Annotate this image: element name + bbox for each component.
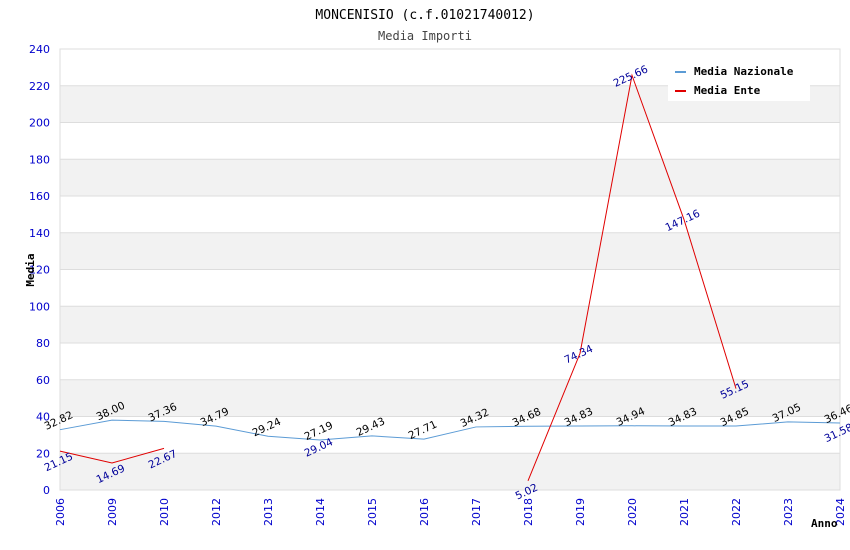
x-tick-label: 2017 bbox=[470, 498, 483, 526]
band-40 bbox=[60, 379, 840, 417]
y-tick-label: 60 bbox=[36, 374, 50, 387]
legend-label-media-ente: Media Ente bbox=[694, 84, 761, 97]
y-tick-label: 220 bbox=[29, 80, 50, 93]
band-20 bbox=[60, 416, 840, 454]
x-tick-label: 2021 bbox=[678, 498, 691, 526]
chart-title: MONCENISIO (c.f.01021740012) bbox=[315, 8, 534, 23]
band-140 bbox=[60, 196, 840, 233]
band-180 bbox=[60, 122, 840, 160]
y-tick-label: 0 bbox=[43, 484, 50, 497]
y-tick-label: 100 bbox=[29, 300, 50, 313]
y-tick-label: 80 bbox=[36, 337, 50, 350]
y-tick-label: 40 bbox=[36, 411, 50, 424]
y-tick-label: 240 bbox=[29, 43, 50, 56]
band-80 bbox=[60, 306, 840, 343]
y-tick-label: 140 bbox=[29, 227, 50, 240]
x-axis-ticks: 2006 2009 2010 2012 2013 2014 2015 2016 2017 2018… bbox=[54, 498, 847, 526]
x-tick-label: 2023 bbox=[782, 498, 795, 526]
x-tick-label: 2018 bbox=[522, 498, 535, 526]
series-line-media-ente bbox=[59, 447, 165, 464]
background-bands bbox=[60, 49, 840, 490]
series-lines bbox=[59, 73, 841, 481]
series-line-media-nazionale bbox=[59, 419, 841, 441]
legend-label-media-nazionale: Media Nazionale bbox=[694, 65, 794, 78]
x-tick-label: 2020 bbox=[626, 498, 639, 526]
x-tick-label: 2015 bbox=[366, 498, 379, 526]
x-tick-label: 2009 bbox=[106, 498, 119, 526]
x-tick-label: 2006 bbox=[54, 498, 67, 526]
x-tick-label: 2022 bbox=[730, 498, 743, 526]
band-0 bbox=[60, 453, 840, 490]
x-tick-label: 2013 bbox=[262, 498, 275, 526]
band-120 bbox=[60, 232, 840, 270]
x-tick-label: 2016 bbox=[418, 498, 431, 526]
band-160 bbox=[60, 159, 840, 196]
x-tick-label: 2019 bbox=[574, 498, 587, 526]
y-tick-label: 20 bbox=[36, 447, 50, 460]
band-100 bbox=[60, 269, 840, 307]
y-axis-label: Media bbox=[24, 253, 37, 286]
y-axis-ticks: 0 20 40 60 80 100 120 140 160 180 200 220 240 bbox=[29, 43, 50, 497]
series-line-media-ente bbox=[527, 73, 737, 481]
x-tick-label: 2014 bbox=[314, 498, 327, 526]
legend-box bbox=[668, 59, 810, 101]
x-tick-label: 2012 bbox=[210, 498, 223, 526]
x-tick-label: 2010 bbox=[158, 498, 171, 526]
y-tick-label: 180 bbox=[29, 153, 50, 166]
chart-subtitle: Media Importi bbox=[378, 29, 472, 43]
y-tick-label: 120 bbox=[29, 264, 50, 277]
band-60 bbox=[60, 343, 840, 380]
legend: Media Nazionale Media Ente bbox=[668, 59, 810, 101]
x-axis-label: Anno bbox=[811, 517, 838, 530]
x-tick-label: 2024 bbox=[834, 498, 847, 526]
y-tick-label: 200 bbox=[29, 117, 50, 130]
plot-border bbox=[59, 48, 841, 491]
y-tick-label: 160 bbox=[29, 190, 50, 203]
